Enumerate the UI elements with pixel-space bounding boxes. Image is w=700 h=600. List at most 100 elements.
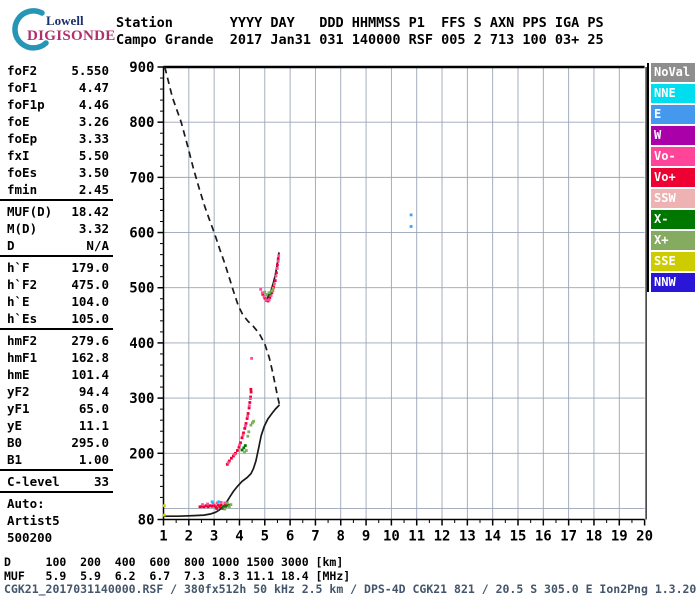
echo-point-vo: [277, 254, 281, 258]
x-tick-label: 13: [459, 529, 476, 545]
param-name: h`F: [7, 260, 30, 275]
x-tick-label: 4: [235, 529, 243, 545]
param-value: 295.0: [71, 435, 109, 450]
param-row: foEs 3.50: [0, 164, 113, 181]
header-station-values: Campo Grande 2017 Jan31 031 140000 RSF 0…: [116, 31, 604, 48]
echo-point-vo: [268, 296, 272, 300]
param-row: fmin 2.45: [0, 181, 113, 198]
legend-item-w: W: [651, 126, 695, 145]
param-name: hmF1: [7, 350, 38, 365]
echo-point-vo: [242, 431, 245, 435]
echo-point-vo: [227, 459, 231, 463]
echo-point-vo: [206, 502, 209, 506]
echo-point-vo: [247, 406, 251, 410]
echo-point-vo: [260, 291, 264, 295]
echo-point-vo: [212, 503, 216, 507]
param-row: Auto:: [0, 495, 113, 512]
echo-point-x: [244, 449, 248, 452]
x-tick-label: 20: [636, 529, 653, 545]
echo-point-sse: [162, 513, 166, 517]
x-tick-label: 12: [434, 529, 451, 545]
param-divider: [0, 255, 113, 257]
y-tick-label: 300: [129, 391, 154, 407]
echo-point-e: [409, 213, 413, 217]
param-row: B1 1.00: [0, 451, 113, 468]
echo-point-vo: [208, 504, 212, 508]
param-row: foEp 3.33: [0, 130, 113, 147]
param-value: N/A: [86, 238, 109, 253]
echo-point-vo: [241, 433, 245, 437]
param-divider: [0, 199, 113, 201]
x-tick-label: 14: [484, 529, 501, 545]
echo-point-e: [409, 225, 413, 228]
echo-point-vo: [198, 505, 202, 509]
echo-point-vo: [275, 271, 278, 275]
param-name: Artist5: [7, 513, 60, 528]
param-value: 65.0: [78, 401, 109, 416]
param-name: yF1: [7, 401, 30, 416]
param-value: 105.0: [71, 311, 109, 326]
echo-point-vo: [237, 445, 241, 449]
echo-point-x: [265, 293, 268, 296]
param-row: yF2 94.4: [0, 383, 113, 400]
echo-point-vo: [274, 274, 278, 278]
param-name: B0: [7, 435, 23, 450]
echo-point-nne: [210, 500, 214, 504]
x-tick-label: 15: [510, 529, 527, 545]
param-name: foE: [7, 114, 30, 129]
param-name: 500200: [7, 530, 53, 545]
param-name: hmE: [7, 367, 30, 382]
echo-point-x: [242, 446, 246, 450]
param-name: B1: [7, 452, 23, 467]
echo-point-vo: [225, 462, 229, 466]
param-row: MUF(D) 18.42: [0, 203, 113, 220]
topside-profile-dashed: [163, 66, 281, 405]
param-name: fxI: [7, 148, 30, 163]
legend-item-e: E: [651, 105, 695, 124]
param-row: yF1 65.0: [0, 400, 113, 417]
echo-point-vo: [245, 417, 249, 420]
echo-point-x: [227, 503, 230, 507]
echo-point-x: [224, 504, 228, 508]
echo-point-x: [271, 286, 275, 290]
echo-point-vo: [201, 503, 204, 506]
x-tick-label: 1: [159, 529, 167, 545]
param-row: M(D) 3.32: [0, 220, 113, 237]
bottomside-profile-solid: [163, 404, 281, 518]
param-row: yE 11.1: [0, 417, 113, 434]
param-row: 500200: [0, 529, 113, 546]
param-value: 162.8: [71, 350, 109, 365]
legend-item-x: X-: [651, 210, 695, 229]
echo-point-x: [263, 290, 267, 294]
echo-point-x: [252, 419, 255, 423]
echo-point-vo: [273, 282, 276, 286]
echo-point-nne: [217, 500, 221, 504]
echo-point-vo: [249, 387, 253, 391]
param-name: h`E: [7, 294, 30, 309]
echo-point-vo: [273, 279, 277, 282]
echo-point-x: [243, 444, 247, 447]
param-name: foF1: [7, 80, 38, 95]
echo-point-vo: [232, 454, 235, 458]
param-name: MUF(D): [7, 204, 53, 219]
echo-point-vo: [210, 504, 214, 508]
param-name: foF1p: [7, 97, 45, 112]
echo-point-x: [227, 505, 231, 509]
legend-item-nne: NNE: [651, 84, 695, 103]
echo-point-vo: [249, 395, 252, 399]
param-name: fmin: [7, 182, 38, 197]
param-value: 5.50: [78, 148, 109, 163]
footer-fileinfo-row: CGK21_2017031140000.RSF / 380fx512h 50 k…: [4, 582, 697, 596]
y-tick-label: 800: [129, 115, 154, 131]
echo-point-vo: [202, 505, 206, 509]
param-row: h`E 104.0: [0, 293, 113, 310]
echo-point-x: [225, 501, 229, 505]
echo-point-vo: [270, 291, 274, 295]
legend-item-x: X+: [651, 231, 695, 250]
echo-point-vo: [226, 461, 230, 465]
param-row: Artist5: [0, 512, 113, 529]
param-value: 11.1: [78, 418, 109, 433]
echo-point-vo: [246, 414, 249, 418]
param-row: fxI 5.50: [0, 147, 113, 164]
